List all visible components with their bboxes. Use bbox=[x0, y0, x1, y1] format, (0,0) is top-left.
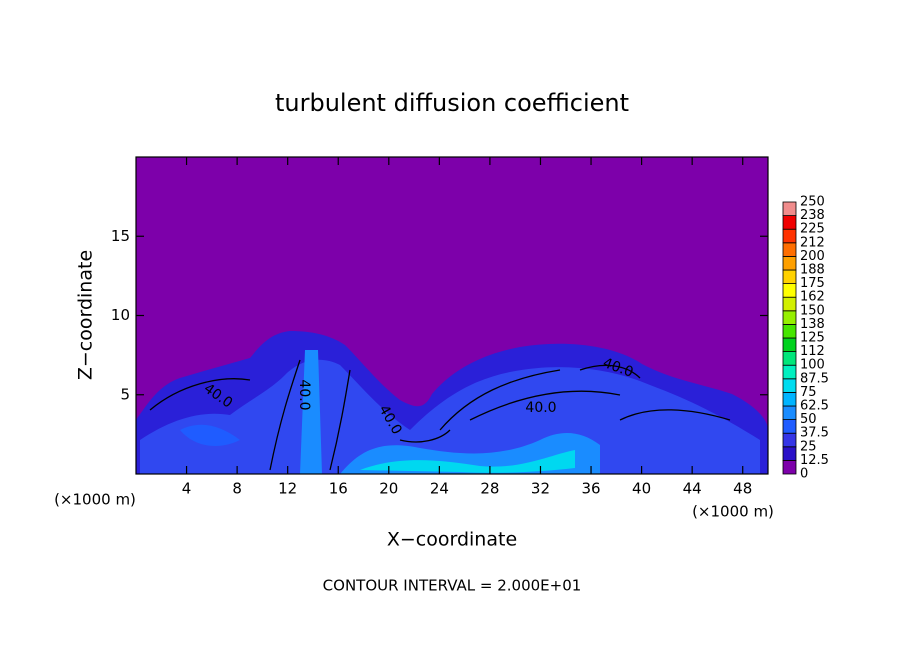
colorbar-band bbox=[782, 351, 797, 366]
colorbar-band bbox=[782, 310, 797, 325]
colorbar-band bbox=[782, 378, 797, 393]
x-tick-label: 4 bbox=[182, 480, 192, 498]
colorbar-label: 188 bbox=[800, 263, 825, 278]
colorbar-label: 75 bbox=[800, 385, 817, 400]
contour-label: 40.0 bbox=[525, 400, 556, 416]
colorbar-label: 87.5 bbox=[800, 371, 829, 386]
x-unit-label: (×1000 m) bbox=[692, 503, 774, 521]
colorbar-label: 212 bbox=[800, 235, 825, 250]
y-tick-label: 15 bbox=[111, 227, 130, 245]
x-tick-label: 44 bbox=[683, 480, 702, 498]
x-tick-label: 12 bbox=[278, 480, 297, 498]
colorbar-band bbox=[782, 432, 797, 448]
x-tick-label: 48 bbox=[733, 480, 752, 498]
colorbar-band bbox=[782, 405, 797, 421]
colorbar-label: 125 bbox=[800, 331, 825, 346]
field-region bbox=[140, 359, 760, 474]
x-unit-label: (×1000 m) bbox=[54, 491, 136, 509]
colorbar-label: 50 bbox=[800, 412, 817, 427]
x-tick-label: 36 bbox=[581, 480, 600, 498]
x-tick-label: 20 bbox=[379, 480, 398, 498]
colorbar-band bbox=[782, 215, 797, 230]
colorbar-band bbox=[782, 296, 797, 312]
y-tick-label: 5 bbox=[120, 385, 130, 403]
colorbar-label: 150 bbox=[800, 303, 825, 318]
colorbar-band bbox=[782, 269, 797, 285]
field-region bbox=[300, 350, 322, 474]
colorbar-band bbox=[782, 419, 797, 434]
colorbar-band bbox=[782, 459, 797, 475]
field-region bbox=[180, 424, 240, 446]
colorbar-band bbox=[782, 201, 797, 217]
colorbar-label: 62.5 bbox=[800, 399, 829, 414]
colorbar-label: 225 bbox=[800, 222, 825, 237]
colorbar-label: 112 bbox=[800, 344, 825, 359]
x-tick-label: 16 bbox=[329, 480, 348, 498]
colorbar-band bbox=[782, 228, 797, 244]
y-axis-title: Z−coordinate bbox=[75, 250, 97, 380]
footer-note: CONTOUR INTERVAL = 2.000E+01 bbox=[323, 577, 582, 595]
colorbar-band bbox=[782, 391, 797, 407]
colorbar-band bbox=[782, 337, 797, 353]
x-tick-label: 8 bbox=[232, 480, 242, 498]
colorbar-label: 12.5 bbox=[800, 453, 829, 468]
colorbar-band bbox=[782, 255, 797, 271]
colorbar-label: 37.5 bbox=[800, 426, 829, 441]
colorbar-band bbox=[782, 242, 797, 257]
x-tick-label: 32 bbox=[531, 480, 550, 498]
field-region bbox=[360, 450, 575, 473]
colorbar-label: 0 bbox=[800, 467, 808, 482]
colorbar-band bbox=[782, 364, 797, 380]
colorbar-band bbox=[782, 446, 797, 461]
field bbox=[136, 157, 768, 474]
colorbar-label: 175 bbox=[800, 276, 825, 291]
contour-line bbox=[149, 359, 731, 471]
colorbar-band bbox=[782, 283, 797, 298]
chart-title: turbulent diffusion coefficient bbox=[275, 89, 629, 117]
colorbar-label: 200 bbox=[800, 249, 825, 264]
colorbar-label: 25 bbox=[800, 439, 817, 454]
colorbar-label: 100 bbox=[800, 358, 825, 373]
colorbar-label: 162 bbox=[800, 290, 825, 305]
x-tick-label: 24 bbox=[430, 480, 449, 498]
colorbar-band bbox=[782, 323, 797, 339]
y-tick-label: 10 bbox=[111, 306, 130, 324]
contour-label: 40.0 bbox=[296, 379, 312, 410]
x-tick-label: 28 bbox=[480, 480, 499, 498]
colorbar-label: 238 bbox=[800, 208, 825, 223]
colorbar-label: 250 bbox=[800, 195, 825, 210]
x-tick-label: 40 bbox=[632, 480, 651, 498]
x-axis-title: X−coordinate bbox=[387, 529, 517, 551]
colorbar-label: 138 bbox=[800, 317, 825, 332]
